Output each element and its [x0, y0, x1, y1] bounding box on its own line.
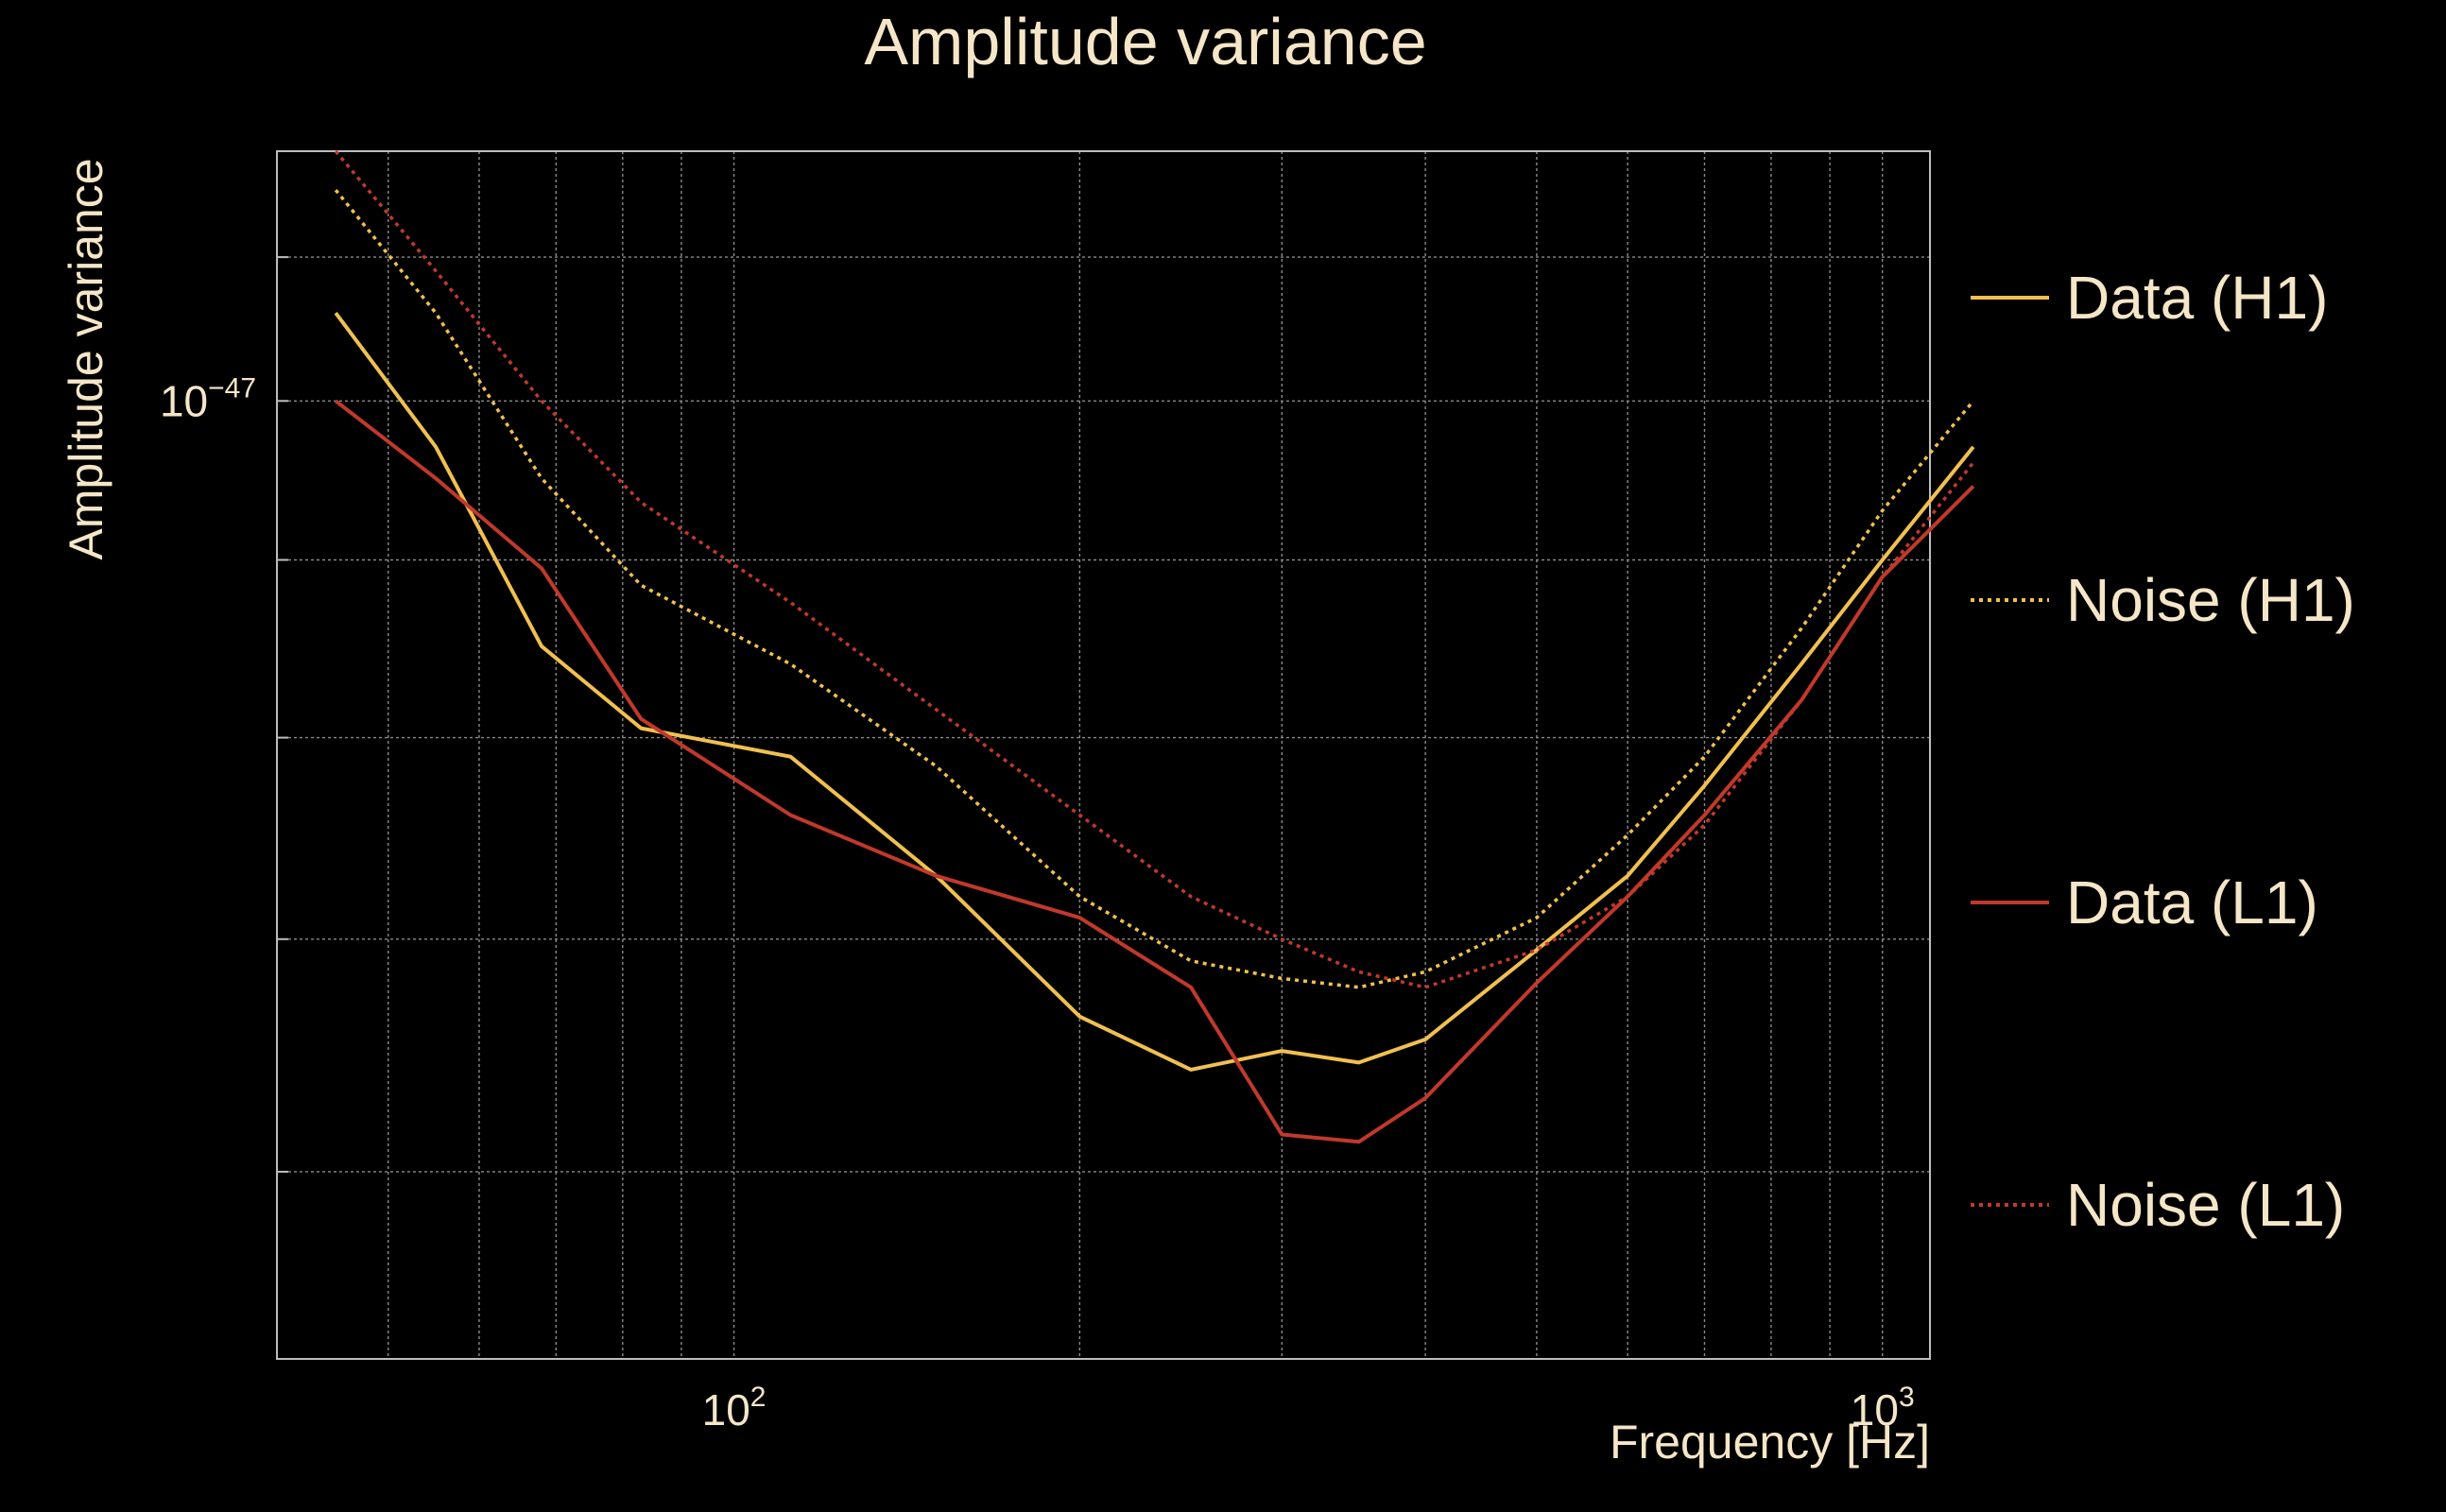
- series-line-noise-l1: [334, 149, 1975, 989]
- grid: [277, 151, 1930, 1359]
- chart-title: Amplitude variance: [864, 5, 1426, 78]
- x-axis-label: Frequency [Hz]: [1610, 1416, 1930, 1469]
- series-group: [334, 149, 1975, 1144]
- legend-label-noise-h1: Noise (H1): [2066, 566, 2355, 634]
- series-line-data-l1: [334, 399, 1975, 1144]
- legend-label-data-l1: Data (L1): [2066, 868, 2318, 936]
- plot-frame: [276, 150, 1931, 1360]
- y-tick-label: 10−47: [160, 372, 256, 425]
- x-tick-label: 103: [1851, 1382, 1915, 1435]
- legend: Data (H1) Noise (H1) Data (L1) Noise (L1): [1971, 264, 2355, 1239]
- y-axis-label: Amplitude variance: [60, 158, 112, 559]
- x-tick-label: 102: [702, 1382, 767, 1435]
- tick-labels: 102 103 10−47: [160, 372, 1915, 1435]
- series-line-noise-h1: [334, 188, 1975, 989]
- legend-label-noise-l1: Noise (L1): [2066, 1171, 2345, 1239]
- legend-label-data-h1: Data (H1): [2066, 264, 2328, 332]
- series-line-data-h1: [334, 312, 1975, 1072]
